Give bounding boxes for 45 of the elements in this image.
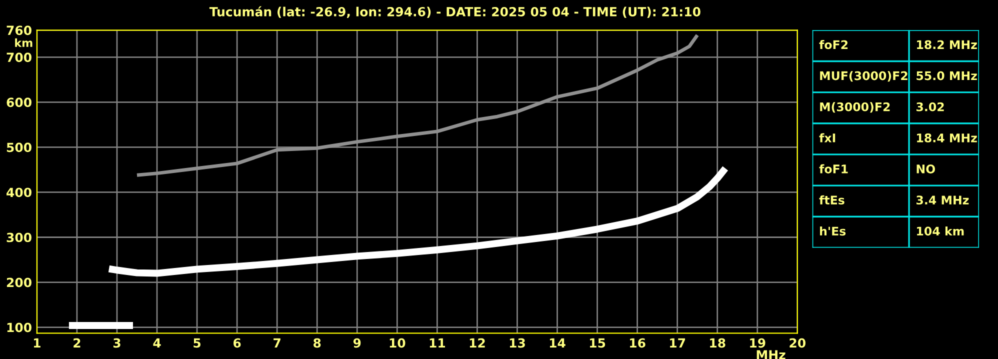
x-tick-label: 11 xyxy=(430,338,446,348)
y-tick-label: 500 xyxy=(6,142,32,152)
x-tick-label: 1 xyxy=(34,338,40,348)
x-tick-label: 2 xyxy=(74,338,80,348)
y-axis-title: km xyxy=(15,38,32,47)
x-tick-label: 15 xyxy=(590,338,606,348)
x-tick-label: 4 xyxy=(153,338,161,348)
x-tick-label: 10 xyxy=(390,338,406,348)
x-tick-label: 8 xyxy=(314,338,321,348)
text: 3.4 MHz xyxy=(916,196,969,205)
x-tick-label: 7 xyxy=(274,338,280,348)
x-tick-label: 14 xyxy=(550,338,566,348)
x-tick-label: 19 xyxy=(750,338,766,348)
text: M(3000)F2 xyxy=(820,102,890,113)
x-axis-title: MHz xyxy=(756,350,786,359)
y-tick-label: 100 xyxy=(7,322,32,332)
y-tick-label: 300 xyxy=(6,232,32,242)
x-tick-label: 3 xyxy=(113,338,120,348)
y-tick-label: 400 xyxy=(6,188,32,198)
x-tick-label: 16 xyxy=(630,338,646,348)
text: MUF(3000)F2 xyxy=(820,71,908,82)
y-tick-label: 760 xyxy=(6,26,32,36)
text: 3.02 xyxy=(916,102,944,112)
x-tick-label: 9 xyxy=(353,338,361,348)
text: 104 km xyxy=(917,226,964,236)
x-tick-label: 12 xyxy=(470,338,485,348)
text: ftEs xyxy=(819,195,844,205)
text: 18.2 MHz xyxy=(917,40,977,50)
x-tick-label: 13 xyxy=(510,338,525,348)
text: 18.4 MHz xyxy=(917,133,977,142)
text: foF2 xyxy=(819,40,848,50)
y-tick-label: 600 xyxy=(6,98,32,108)
y-tick-label: 200 xyxy=(6,278,32,288)
text: h'Es xyxy=(820,226,846,236)
x-tick-label: 5 xyxy=(194,338,200,348)
y-tick-label: 700 xyxy=(6,52,32,62)
x-tick-label: 17 xyxy=(670,338,686,348)
chart-title: Tucumán (lat: -26.9, lon: 294.6) - DATE: 2025 05 04 - TIME (UT): 21:10 xyxy=(209,6,700,18)
text: 55.0 MHz xyxy=(916,71,977,80)
x-tick-label: 6 xyxy=(233,338,241,348)
x-tick-label: 20 xyxy=(790,338,806,348)
text: foF1 xyxy=(819,164,848,174)
text: fxI xyxy=(819,133,836,142)
x-tick-label: 18 xyxy=(710,338,726,348)
text: NO xyxy=(916,164,936,174)
